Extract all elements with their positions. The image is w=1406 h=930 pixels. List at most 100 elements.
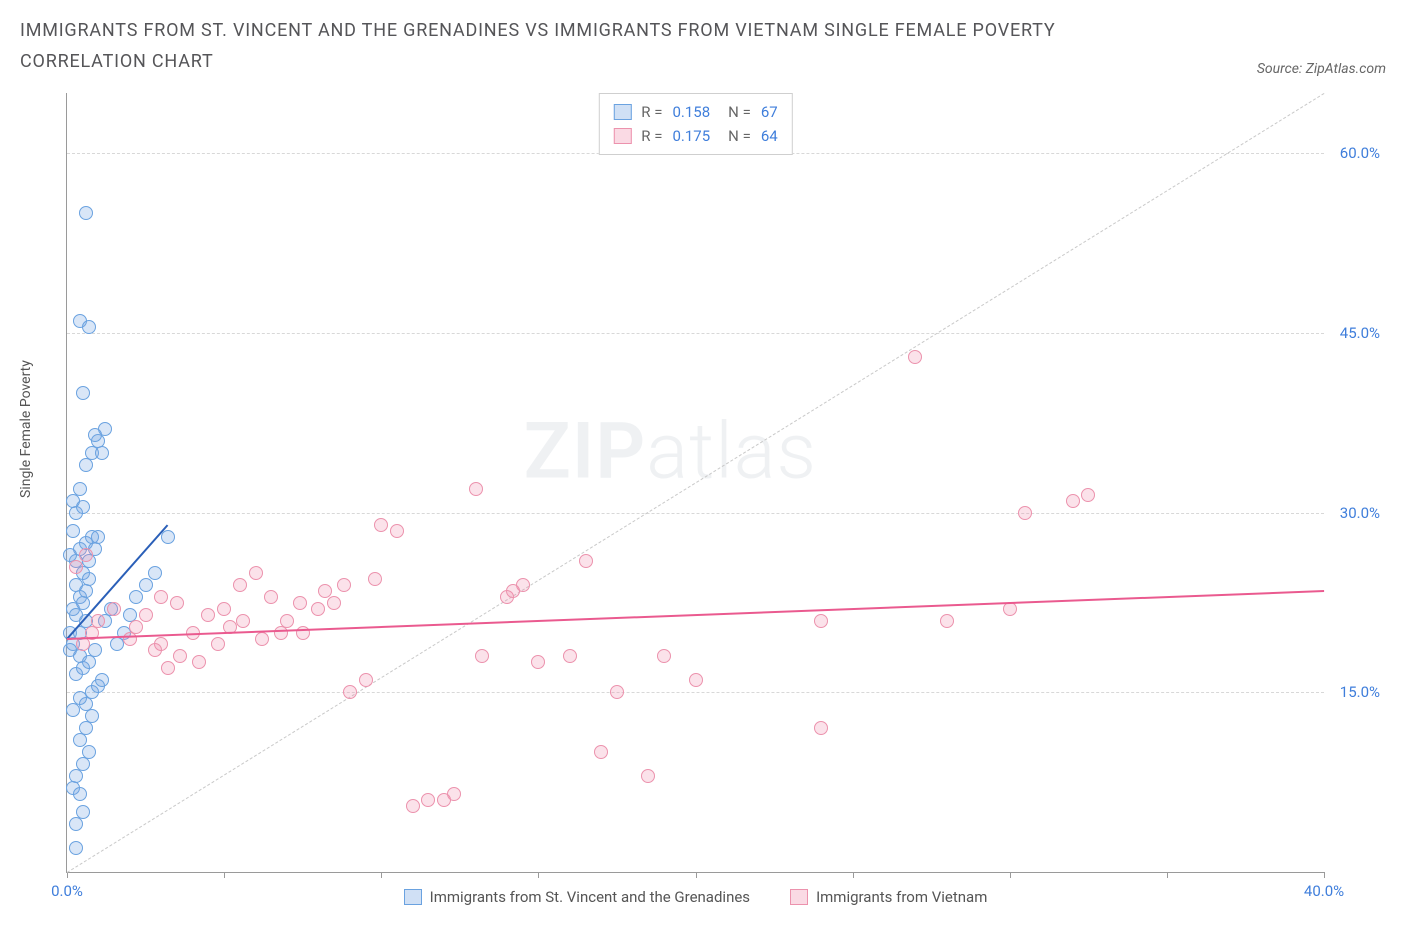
data-point	[531, 655, 545, 669]
data-point	[689, 673, 703, 687]
data-point	[76, 386, 90, 400]
data-point	[343, 685, 357, 699]
x-tick	[381, 872, 382, 878]
data-point	[814, 614, 828, 628]
data-point	[88, 643, 102, 657]
data-point	[318, 584, 332, 598]
data-point	[73, 691, 87, 705]
data-point	[66, 703, 80, 717]
data-point	[148, 566, 162, 580]
x-tick	[853, 872, 854, 878]
data-point	[368, 572, 382, 586]
data-point	[79, 548, 93, 562]
stats-legend: R = 0.158 N = 67 R = 0.175 N = 64	[598, 93, 792, 155]
data-point	[475, 649, 489, 663]
data-point	[88, 428, 102, 442]
data-point	[1081, 488, 1095, 502]
data-point	[293, 596, 307, 610]
data-point	[579, 554, 593, 568]
data-point	[406, 799, 420, 813]
diagonal-reference-line	[67, 93, 1325, 873]
data-point	[610, 685, 624, 699]
data-point	[154, 590, 168, 604]
data-point	[91, 530, 105, 544]
data-point	[129, 620, 143, 634]
data-point	[91, 614, 105, 628]
data-point	[421, 793, 435, 807]
x-tick-label: 40.0%	[1304, 882, 1344, 900]
data-point	[201, 608, 215, 622]
gridline	[67, 513, 1324, 514]
data-point	[641, 769, 655, 783]
y-tick-label: 60.0%	[1340, 144, 1380, 162]
y-tick-label: 30.0%	[1340, 504, 1380, 522]
data-point	[359, 673, 373, 687]
data-point	[82, 320, 96, 334]
stats-row-series-2: R = 0.175 N = 64	[613, 124, 777, 148]
data-point	[274, 626, 288, 640]
data-point	[69, 560, 83, 574]
data-point	[296, 626, 310, 640]
data-point	[107, 602, 121, 616]
data-point	[814, 721, 828, 735]
data-point	[192, 655, 206, 669]
data-point	[69, 817, 83, 831]
y-tick-label: 45.0%	[1340, 324, 1380, 342]
correlation-chart: Single Female Poverty ZIPatlas R = 0.158…	[20, 83, 1386, 913]
data-point	[173, 649, 187, 663]
data-point	[211, 637, 225, 651]
data-point	[249, 566, 263, 580]
data-point	[139, 608, 153, 622]
data-point	[657, 649, 671, 663]
data-point	[311, 602, 325, 616]
data-point	[264, 590, 278, 604]
gridline	[67, 692, 1324, 693]
r-value-1: 0.158	[672, 100, 710, 124]
data-point	[327, 596, 341, 610]
chart-title: IMMIGRANTS FROM ST. VINCENT AND THE GREN…	[20, 16, 1140, 77]
data-point	[469, 482, 483, 496]
stats-row-series-1: R = 0.158 N = 67	[613, 100, 777, 124]
data-point	[79, 206, 93, 220]
legend-item-2: Immigrants from Vietnam	[790, 888, 987, 906]
data-point	[95, 673, 109, 687]
data-point	[73, 482, 87, 496]
data-point	[79, 721, 93, 735]
data-point	[66, 524, 80, 538]
data-point	[516, 578, 530, 592]
data-point	[563, 649, 577, 663]
swatch-series-2	[613, 128, 631, 144]
data-point	[79, 458, 93, 472]
data-point	[95, 446, 109, 460]
data-point	[170, 596, 184, 610]
data-point	[233, 578, 247, 592]
x-tick	[1010, 872, 1011, 878]
swatch-series-1	[613, 104, 631, 120]
x-tick	[538, 872, 539, 878]
data-point	[76, 805, 90, 819]
r-value-2: 0.175	[672, 124, 710, 148]
data-point	[82, 655, 96, 669]
data-point	[148, 643, 162, 657]
data-point	[255, 632, 269, 646]
data-point	[76, 596, 90, 610]
data-point	[940, 614, 954, 628]
data-point	[69, 841, 83, 855]
n-value-1: 67	[761, 100, 778, 124]
y-tick-label: 15.0%	[1340, 683, 1380, 701]
data-point	[66, 494, 80, 508]
x-tick-label: 0.0%	[51, 882, 83, 900]
data-point	[1018, 506, 1032, 520]
data-point	[73, 787, 87, 801]
data-point	[73, 733, 87, 747]
x-tick	[1167, 872, 1168, 878]
gridline	[67, 333, 1324, 334]
data-point	[236, 614, 250, 628]
swatch-icon	[404, 889, 422, 905]
data-point	[123, 632, 137, 646]
x-tick	[696, 872, 697, 878]
x-tick	[67, 872, 68, 878]
data-point	[908, 350, 922, 364]
series-legend: Immigrants from St. Vincent and the Gren…	[67, 888, 1324, 906]
data-point	[85, 709, 99, 723]
